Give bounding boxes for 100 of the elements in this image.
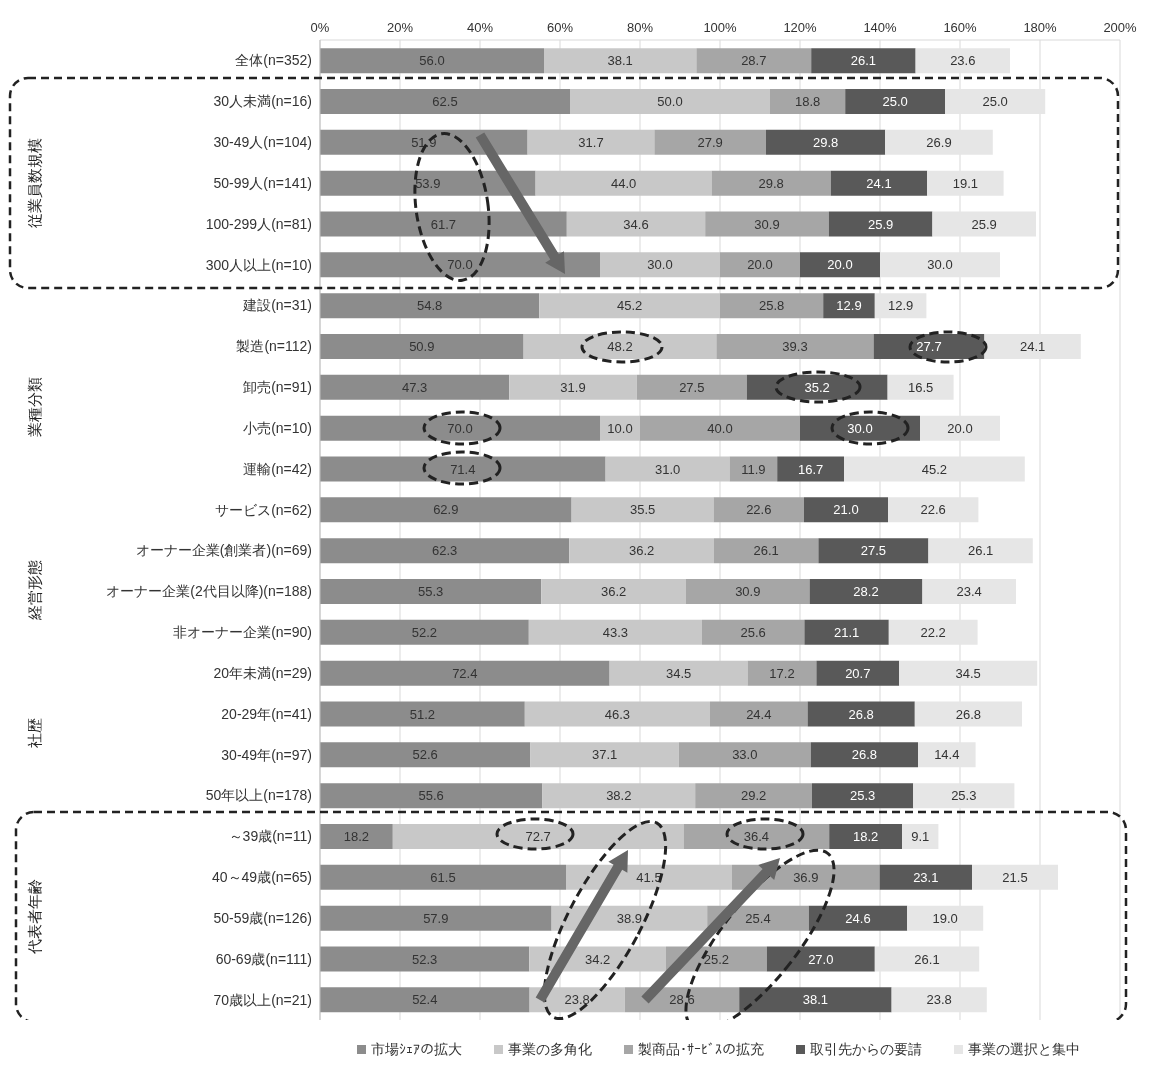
bar xyxy=(320,252,600,278)
y-tick-label: 300人以上(n=10) xyxy=(205,256,312,273)
data-label: 29.8 xyxy=(812,134,839,150)
data-label: 26.8 xyxy=(848,706,874,722)
legend-label: 事業の選択と集中 xyxy=(967,1040,1080,1058)
bar xyxy=(686,579,810,604)
data-label: 39.3 xyxy=(782,339,808,355)
data-label: 52.2 xyxy=(411,624,438,640)
y-tick-label: 小売(n=10) xyxy=(243,419,312,436)
bar xyxy=(600,252,720,278)
bar xyxy=(811,48,916,74)
data-label: 53.9 xyxy=(415,175,441,191)
text: 経営形態 xyxy=(25,560,43,622)
bar xyxy=(915,48,1010,74)
data-label: 23.8 xyxy=(564,992,590,1008)
data-label: 26.8 xyxy=(955,706,982,722)
data-label: 16.5 xyxy=(907,379,934,395)
data-label: 25.3 xyxy=(849,788,876,804)
data-label: 24.1 xyxy=(866,175,892,191)
legend-label: 市場ｼｪｱの拡大 xyxy=(370,1040,462,1058)
text: 従業員数規模 xyxy=(25,137,43,228)
data-label: 25.6 xyxy=(740,624,766,640)
data-label: 54.8 xyxy=(416,298,443,314)
data-label: 26.1 xyxy=(914,951,940,967)
data-label: 35.5 xyxy=(629,502,656,518)
data-label: 27.7 xyxy=(916,339,942,355)
bar xyxy=(711,170,831,196)
bar xyxy=(609,660,748,686)
y-tick-label: オーナー企業(2代目以降)(n=188) xyxy=(106,583,312,600)
bar xyxy=(528,619,702,645)
bar xyxy=(683,824,830,849)
data-label: 34.6 xyxy=(623,216,649,232)
data-label: 19.1 xyxy=(952,175,979,191)
bar xyxy=(928,538,1033,564)
bar xyxy=(885,129,993,155)
bar xyxy=(818,538,929,564)
bar xyxy=(320,864,566,890)
y-tick-label: 50-99人(n=141) xyxy=(213,174,312,191)
data-label: 34.5 xyxy=(955,665,981,681)
bar xyxy=(527,129,655,155)
bar xyxy=(320,538,570,564)
bar xyxy=(823,293,875,319)
bar xyxy=(320,334,524,359)
data-label: 27.5 xyxy=(860,543,887,559)
bar xyxy=(702,619,805,645)
bar xyxy=(636,374,747,400)
data-label: 44.0 xyxy=(610,175,637,191)
x-tick-label: 0% xyxy=(310,20,330,35)
data-label: 30.0 xyxy=(927,257,953,273)
bar xyxy=(523,334,717,359)
bar xyxy=(913,783,1015,809)
bar xyxy=(320,48,544,74)
data-label: 38.1 xyxy=(607,53,633,69)
data-label: 70.0 xyxy=(447,257,473,273)
y-tick-label: 30人未満(n=16) xyxy=(213,93,312,110)
y-tick-label: 50-59歳(n=126) xyxy=(213,909,312,926)
bar xyxy=(705,211,829,237)
data-label: 62.9 xyxy=(433,502,459,518)
bar xyxy=(972,864,1058,890)
bar xyxy=(320,987,530,1013)
data-label: 50.0 xyxy=(657,94,683,110)
bar xyxy=(887,374,954,400)
bar xyxy=(566,211,706,237)
data-label: 30.9 xyxy=(754,216,780,232)
x-tick-label: 140% xyxy=(863,20,898,35)
data-label: 36.2 xyxy=(600,584,627,600)
bar xyxy=(922,579,1016,604)
x-tick-label: 100% xyxy=(703,20,738,35)
data-label: 38.2 xyxy=(606,788,632,804)
y-tick-label: 20年未満(n=29) xyxy=(213,664,312,681)
data-label: 37.1 xyxy=(591,747,618,763)
data-label: 52.3 xyxy=(411,951,438,967)
x-tick-label: 20% xyxy=(386,20,414,35)
data-label: 23.6 xyxy=(950,53,976,69)
data-label: 29.8 xyxy=(758,175,784,191)
y-tick-label: 卸売(n=91) xyxy=(243,379,312,396)
bar xyxy=(804,497,888,523)
data-label: 40.0 xyxy=(707,420,733,436)
data-label: 26.8 xyxy=(851,747,878,763)
x-tick-label: 180% xyxy=(1023,20,1058,35)
data-label: 14.4 xyxy=(934,747,960,763)
bar xyxy=(716,334,874,359)
bar xyxy=(570,89,770,114)
y-tick-label: 非オーナー企業(n=90) xyxy=(173,624,312,641)
bar xyxy=(810,742,918,768)
data-label: 31.0 xyxy=(654,461,681,477)
data-label: 62.3 xyxy=(431,543,458,559)
bar xyxy=(320,701,525,727)
y-tick-label: 100-299人(n=81) xyxy=(205,215,312,232)
data-label: 21.5 xyxy=(1002,869,1028,885)
data-label: 25.3 xyxy=(951,788,977,804)
bar xyxy=(777,456,844,482)
bar xyxy=(828,211,933,237)
bar xyxy=(509,374,637,400)
data-label: 20.0 xyxy=(747,257,773,273)
data-label: 9.1 xyxy=(911,829,930,845)
bar xyxy=(544,48,697,74)
bar xyxy=(710,701,808,727)
bar xyxy=(809,579,923,604)
bar xyxy=(808,905,908,931)
